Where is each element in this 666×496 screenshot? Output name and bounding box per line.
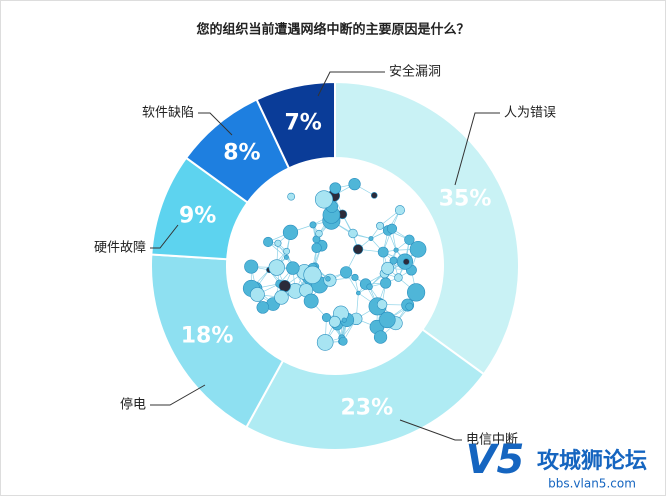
network-node [316, 334, 334, 351]
network-node [393, 247, 399, 253]
network-node [282, 224, 299, 240]
network-node [329, 182, 342, 194]
network-node [368, 236, 374, 242]
network-node [351, 273, 359, 282]
value-label: 18% [181, 323, 234, 348]
network-node [283, 247, 290, 255]
network-node [381, 261, 395, 275]
network-node [256, 301, 270, 314]
network-node [394, 273, 403, 282]
network-node [409, 240, 427, 258]
network-node [386, 223, 398, 234]
category-label: 电信中断 [466, 433, 518, 448]
network-node [274, 239, 282, 247]
network-node [373, 330, 388, 344]
network-node [366, 283, 373, 291]
network-node [268, 259, 285, 276]
network-node [263, 236, 274, 247]
slices: 35% 人为错误 23% 电信中断 18% 停电 9% 硬件故障 8% 软件缺陷 7% 安全漏洞 [94, 64, 556, 451]
network-node [321, 313, 332, 323]
leader-line [399, 419, 462, 441]
watermark-url: bbs.vlan5.com [548, 477, 636, 491]
value-label: 7% [284, 111, 321, 136]
network-node [274, 290, 289, 305]
network-node [303, 265, 322, 284]
network-node [377, 246, 389, 258]
network-node [356, 290, 361, 296]
watermark-name: 攻城狮论坛 [537, 448, 647, 474]
network-node [348, 228, 358, 239]
network-node [287, 192, 296, 201]
network-node [404, 234, 415, 245]
network-node [286, 261, 300, 275]
network-node [325, 276, 331, 282]
leader-line [150, 384, 206, 406]
chart-title: 您的组织当前遭遇网络中断的主要原因是什么？ [196, 22, 469, 38]
network-node [303, 293, 319, 309]
category-label: 人为错误 [504, 106, 556, 121]
network-node [244, 259, 259, 274]
category-label: 软件缺陷 [142, 106, 194, 121]
value-label: 35% [439, 187, 492, 212]
slice [244, 328, 486, 451]
value-label: 8% [223, 141, 260, 166]
value-label: 23% [341, 395, 394, 420]
network-node [370, 192, 378, 199]
network-node [376, 299, 388, 310]
network-node [394, 205, 405, 216]
leader-line [454, 112, 500, 186]
network-node [341, 317, 347, 323]
network-node [309, 221, 317, 229]
network-node [352, 244, 364, 255]
network-node [402, 258, 410, 266]
network-illustration [231, 162, 439, 370]
network-node [328, 315, 341, 328]
value-label: 9% [179, 204, 216, 229]
watermark: V5 攻城狮论坛 bbs.vlan5.com [466, 437, 647, 491]
watermark-logo: V5 [466, 437, 525, 483]
network-node [348, 178, 361, 191]
category-label: 停电 [120, 397, 146, 413]
slice [255, 80, 336, 170]
network-node [379, 311, 396, 329]
network-node [283, 254, 289, 260]
network-node [311, 242, 322, 253]
category-label: 硬件故障 [94, 241, 146, 256]
slice [334, 80, 520, 376]
network-node [278, 279, 291, 293]
leader-line [150, 224, 179, 249]
network-node [314, 190, 334, 209]
network-node [405, 302, 414, 311]
network-node [407, 283, 426, 302]
network-node [250, 287, 265, 302]
leader-line [317, 71, 385, 97]
network-node [376, 221, 385, 230]
leader-line [198, 112, 233, 136]
network-node [315, 229, 323, 238]
network-node [380, 277, 392, 289]
network-node [340, 266, 353, 279]
network-node [338, 336, 348, 346]
category-label: 安全漏洞 [389, 64, 441, 80]
